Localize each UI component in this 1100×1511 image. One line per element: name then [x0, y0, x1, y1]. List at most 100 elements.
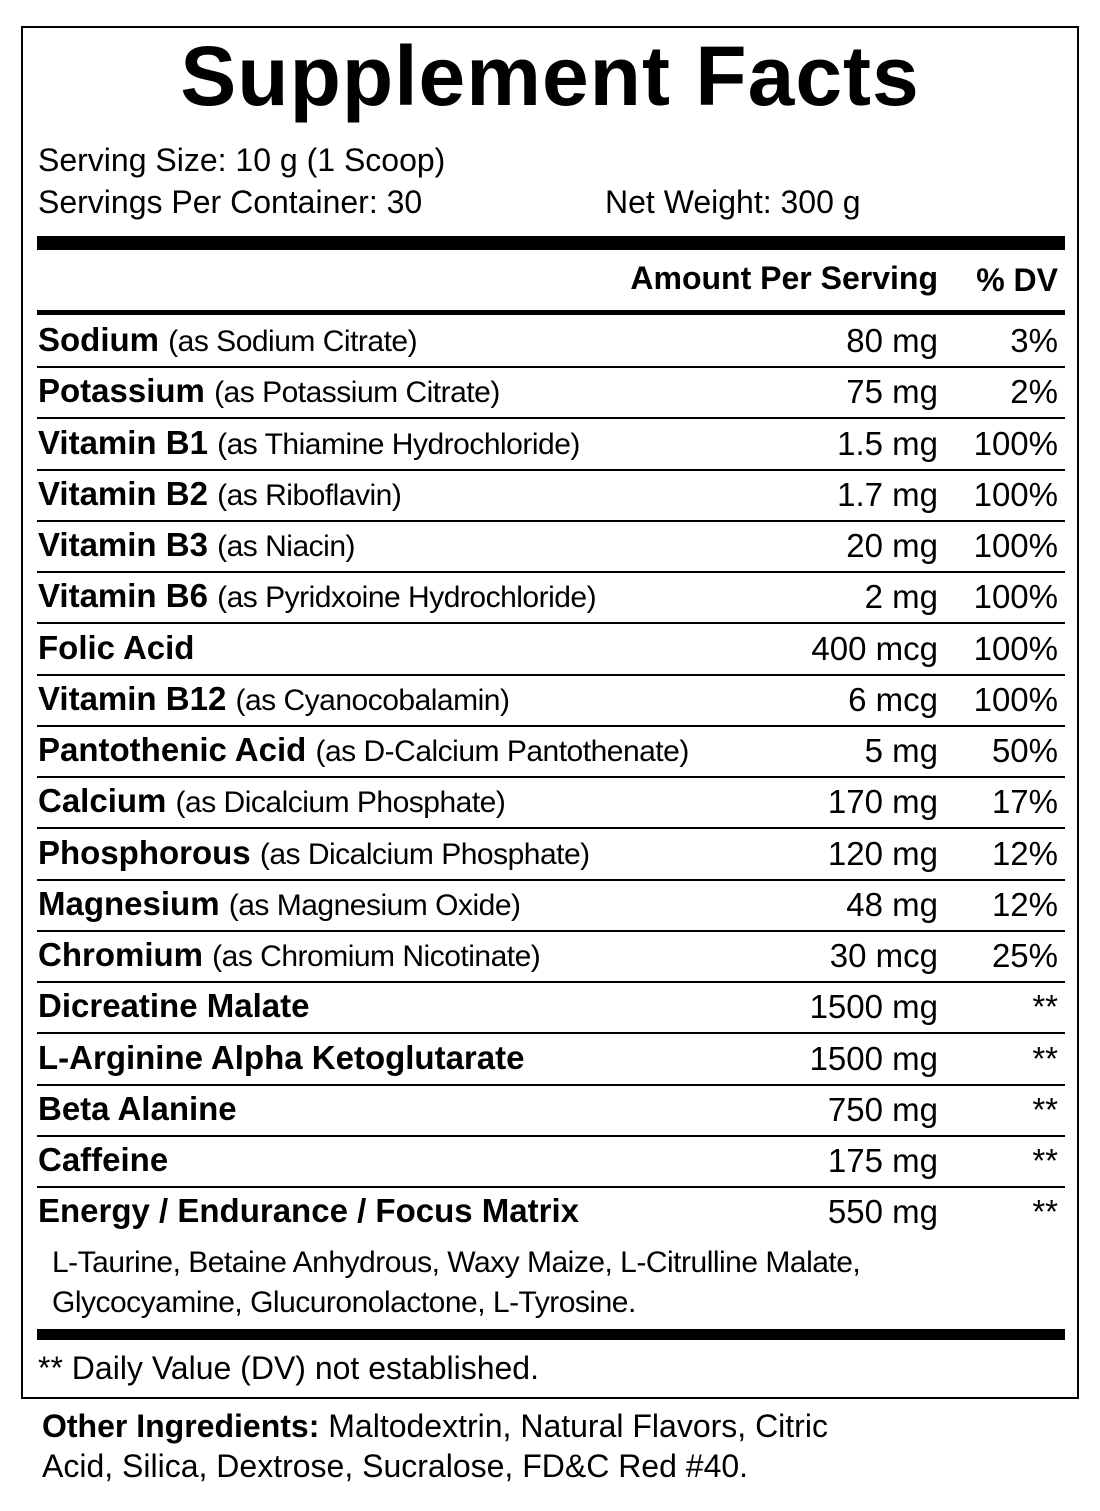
source: (as D-Calcium Pantothenate)	[315, 735, 689, 768]
nutrient-row: Phosphorous (as Dicalcium Phosphate) 120 …	[37, 829, 1065, 881]
name: Beta Alanine	[38, 1089, 237, 1127]
amount: 48 mg	[846, 885, 938, 923]
nutrient-row: Dicreatine Malate 1500 mg **	[37, 982, 1065, 1035]
nutrient-name: Beta Alanine	[38, 1090, 237, 1128]
serving-size: Serving Size: 10 g (1 Scoop)	[38, 142, 446, 178]
name: Vitamin B6	[38, 577, 208, 615]
nutrient-name: Energy / Endurance / Focus Matrix	[38, 1192, 579, 1230]
name: Potassium	[38, 372, 205, 410]
nutrient-name: Potassium (as Potassium Citrate)	[38, 372, 500, 410]
dv-header: % DV	[976, 262, 1058, 298]
thick-rule	[37, 1329, 1065, 1340]
source: (as Sodium Citrate)	[168, 325, 418, 358]
nutrient-row: Vitamin B2 (as Riboflavin) 1.7 mg 100%	[37, 470, 1065, 522]
amount: 80 mg	[846, 322, 938, 359]
nutrient-name: Vitamin B2 (as Riboflavin)	[38, 474, 402, 513]
nutrient-name: Magnesium (as Magnesium Oxide)	[38, 885, 521, 923]
daily-value: 12%	[991, 834, 1058, 872]
name: Vitamin B2	[38, 474, 208, 512]
nutrient-row: L-Arginine Alpha Ketoglutarate 1500 mg **	[37, 1034, 1065, 1086]
nutrient-row: Pantothenic Acid (as D-Calcium Pantothen…	[37, 726, 1065, 778]
nutrient-row: Magnesium (as Magnesium Oxide) 48 mg 12%	[37, 880, 1065, 932]
row-rule	[37, 1186, 1065, 1188]
amount: 1.5 mg	[837, 424, 938, 462]
amount: 400 mcg	[811, 629, 938, 667]
other-ingredients: Other Ingredients: Maltodextrin, Natural…	[42, 1406, 828, 1446]
amount: 30 mcg	[829, 937, 938, 974]
daily-value: **	[1032, 1039, 1058, 1077]
daily-value: 17%	[991, 783, 1058, 821]
source: (as Magnesium Oxide)	[228, 888, 521, 922]
amount: 1500 mg	[809, 1039, 938, 1077]
title: Supplement Facts	[180, 29, 920, 123]
nutrient-row: Calcium (as Dicalcium Phosphate) 170 mg 17…	[37, 777, 1065, 830]
amount: 5 mg	[864, 732, 938, 769]
row-rule	[37, 622, 1065, 625]
nutrient-name: Vitamin B12 (as Cyanocobalamin)	[38, 679, 510, 718]
nutrient-name: Dicreatine Malate	[38, 987, 309, 1025]
nutrient-row: Vitamin B12 (as Cyanocobalamin) 6 mcg 100%	[37, 675, 1065, 727]
daily-value: 3%	[1010, 322, 1058, 359]
row-rule	[37, 1083, 1065, 1086]
name: Dicreatine Malate	[38, 987, 310, 1025]
amount: 1.7 mg	[837, 475, 938, 513]
daily-value: 100%	[973, 424, 1058, 462]
daily-value: 50%	[991, 732, 1058, 769]
header-rule	[37, 310, 1065, 315]
nutrient-row: Beta Alanine 750 mg **	[37, 1085, 1065, 1137]
daily-value: 100%	[973, 475, 1058, 513]
daily-value: 100%	[973, 680, 1058, 718]
thick-rule	[37, 236, 1065, 250]
nutrient-name: Folic Acid	[38, 629, 194, 667]
source: (as Riboflavin)	[217, 478, 402, 512]
name: Folic Acid	[38, 628, 195, 666]
daily-value: **	[1032, 1193, 1058, 1231]
amount: 750 mg	[827, 1090, 938, 1128]
name: Caffeine	[38, 1141, 169, 1178]
matrix-line: L-Taurine, Betaine Anhydrous, Waxy Maize…	[52, 1246, 861, 1279]
source: (as Potassium Citrate)	[214, 376, 500, 410]
source: (as Dicalcium Phosphate)	[175, 786, 506, 820]
row-rule	[37, 878, 1065, 881]
name: Vitamin B12	[38, 679, 227, 717]
row-rule	[37, 776, 1065, 778]
nutrient-row: Vitamin B3 (as Niacin) 20 mg 100%	[37, 521, 1065, 573]
amount: 75 mg	[846, 373, 938, 411]
name: Vitamin B1	[38, 423, 208, 461]
nutrient-row: Caffeine 175 mg **	[37, 1136, 1065, 1188]
amount: 2 mg	[864, 578, 938, 616]
name: Vitamin B3	[38, 526, 208, 563]
nutrient-name: Pantothenic Acid (as D-Calcium Pantothen…	[38, 731, 689, 769]
source: (as Chromium Nicotinate)	[212, 940, 541, 973]
daily-value: 25%	[991, 937, 1058, 974]
amount: 20 mg	[846, 527, 938, 564]
daily-value: 100%	[973, 629, 1058, 667]
nutrient-name: L-Arginine Alpha Ketoglutarate	[38, 1039, 524, 1077]
nutrient-name: Caffeine	[38, 1141, 168, 1179]
nutrient-row: Folic Acid 400 mcg 100%	[37, 624, 1065, 676]
daily-value: 100%	[973, 527, 1058, 564]
source: (as Pyridxoine Hydrochloride)	[217, 581, 597, 615]
row-rule	[37, 417, 1065, 420]
source: (as Thiamine Hydrochloride)	[217, 427, 580, 461]
nutrient-name: Phosphorous (as Dicalcium Phosphate)	[38, 834, 590, 872]
amount: 6 mcg	[848, 680, 938, 718]
label-box	[21, 26, 1079, 1399]
amount: 170 mg	[827, 783, 938, 821]
row-rule	[37, 571, 1065, 573]
row-rule	[37, 929, 1065, 932]
source: (as Dicalcium Phosphate)	[259, 837, 590, 871]
amount: 120 mg	[827, 834, 938, 872]
row-rule	[37, 981, 1065, 983]
other-label: Other Ingredients:	[42, 1408, 320, 1444]
name: Energy / Endurance / Focus Matrix	[38, 1192, 579, 1230]
nutrient-name: Calcium (as Dicalcium Phosphate)	[38, 782, 506, 820]
nutrient-row: Potassium (as Potassium Citrate) 75 mg 2%	[37, 367, 1065, 420]
amount: 175 mg	[827, 1142, 938, 1179]
other-text: Maltodextrin, Natural Flavors, Citric	[328, 1408, 828, 1444]
daily-value: 2%	[1010, 373, 1058, 411]
footnote: ** Daily Value (DV) not established.	[38, 1350, 539, 1386]
daily-value: 100%	[973, 578, 1058, 616]
name: Phosphorous	[38, 833, 251, 871]
name: Magnesium	[38, 884, 220, 922]
